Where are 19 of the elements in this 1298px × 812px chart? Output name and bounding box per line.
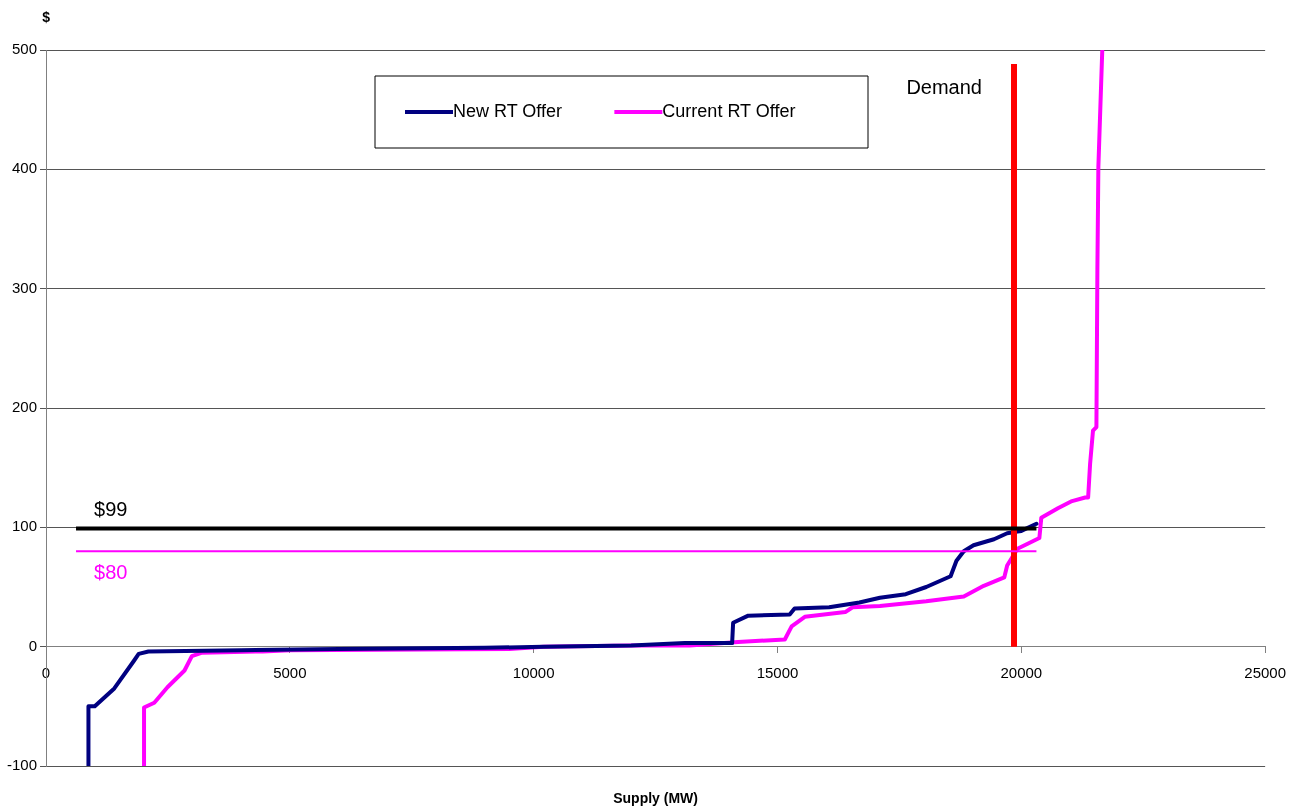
x-tick-label: 20000: [1000, 663, 1043, 681]
x-tick-label: 5000: [273, 663, 307, 681]
x-tick-label: 10000: [512, 663, 555, 681]
legend-label: Current RT Offer: [662, 100, 796, 121]
ref-line-label: Demand: [906, 75, 983, 98]
ref-line-label: $80: [94, 560, 128, 583]
y-tick-label: 0: [28, 636, 38, 654]
x-axis-title: Supply (MW): [613, 789, 698, 806]
y-tick-label: 300: [11, 278, 38, 296]
x-tick-label: 15000: [756, 663, 799, 681]
y-tick-label: 500: [11, 40, 38, 58]
x-tick-label: 25000: [1244, 663, 1286, 681]
y-tick-label: 100: [11, 517, 38, 535]
y-tick-label: 200: [11, 398, 38, 416]
ref-line-label: $99: [94, 498, 128, 521]
y-tick-label: -100: [6, 756, 38, 774]
y-axis-title: $: [42, 8, 51, 25]
y-tick-label: 400: [11, 159, 38, 177]
legend-label: New RT Offer: [453, 100, 563, 121]
